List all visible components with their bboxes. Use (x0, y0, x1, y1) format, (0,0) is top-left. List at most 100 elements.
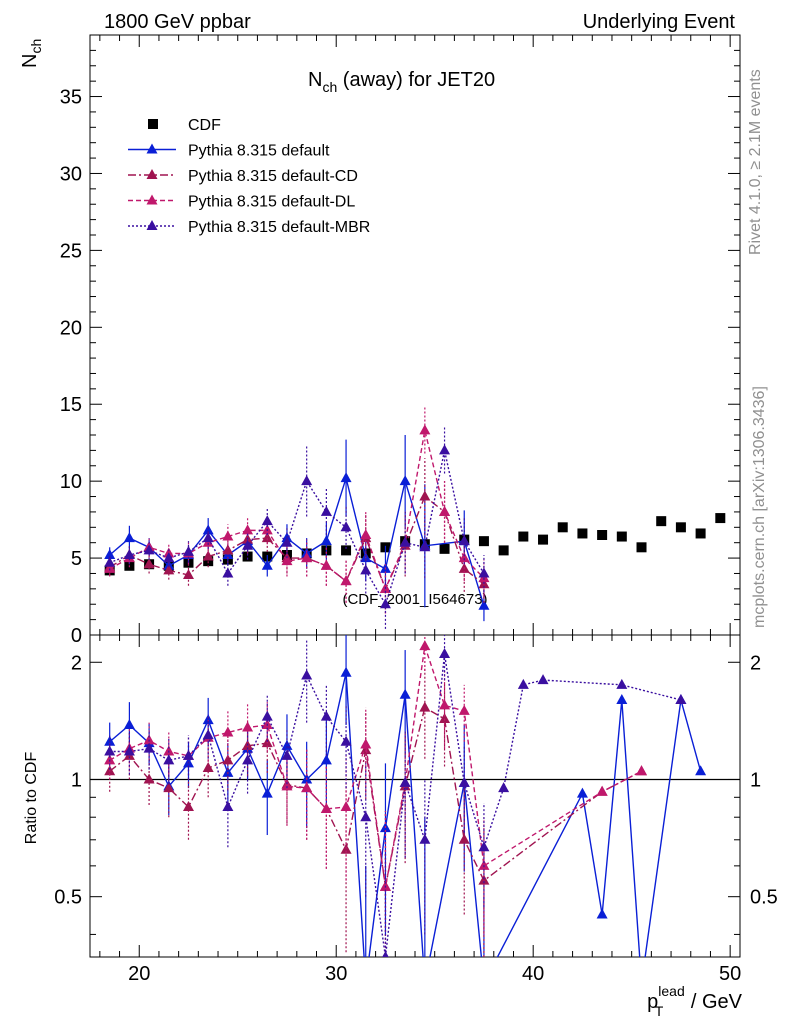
ratio-pythia-8-315-default-data-point (340, 666, 352, 677)
cdf-data-point (616, 531, 627, 542)
pythia-8-315-default-dl-data-point (439, 505, 451, 516)
ratio-pythia-8-315-default-cd-data-point (340, 843, 352, 854)
ratio-pythia-8-315-default-data-point (478, 977, 489, 987)
pythia-8-315-default-mbr-data-point (458, 535, 470, 546)
analysis-watermark: (CDF_2001_I564673) (342, 591, 487, 608)
ratio-pythia-8-315-default-mbr-data-point (419, 833, 431, 844)
pythia-8-315-default-data-point (261, 559, 273, 570)
ratio-pythia-8-315-default-dl-line (109, 645, 642, 887)
pythia-8-315-default-mbr-data-point (261, 515, 273, 526)
pythia-8-315-default-mbr-data-point (202, 532, 214, 543)
ratio-pythia-8-315-default-dl-data-point (104, 754, 116, 765)
ratio-pythia-8-315-default-mbr-data-point (281, 749, 293, 760)
ratio-pythia-8-315-default-mbr-data-point (399, 776, 411, 787)
x-tick-label: 30 (325, 963, 347, 985)
pythia-8-315-default-dl-data-point (242, 524, 254, 535)
header-right: Underlying Event (583, 11, 736, 33)
y-tick-label: 10 (60, 471, 82, 493)
cdf-data-point (498, 545, 509, 556)
legend: CDF Pythia 8.315 default Pythia 8.315 defa… (128, 117, 370, 236)
plot-title: Nch (away) for JET20 (308, 69, 495, 95)
cdf-data-point (715, 513, 726, 524)
ratio-pythia-8-315-default-cd-data-point (163, 782, 175, 793)
y-tick-label: 25 (60, 240, 82, 262)
ratio-pythia-8-315-default-dl-data-point (222, 726, 234, 737)
cdf-data-point (577, 528, 588, 539)
ratio-pythia-8-315-default-dl-data-point (301, 782, 313, 793)
pythia-8-315-default-mbr-data-point (320, 505, 332, 516)
legend-marker-triangle (146, 194, 158, 205)
ratio-pythia-8-315-default-cd-data-point (478, 874, 490, 885)
ratio-pythia-8-315-default-data-point (360, 977, 371, 987)
ratio-y-tick-label-right: 2 (750, 652, 761, 674)
pythia-8-315-default-dl-data-point (340, 575, 352, 586)
ratio-pythia-8-315-default-mbr-data-point (320, 710, 332, 721)
ratio-pythia-8-315-default-data-point (123, 719, 135, 730)
pythia-8-315-default-mbr-data-point (163, 552, 175, 563)
ratio-y-axis-label: Ratio to CDF (23, 752, 40, 845)
header-left: 1800 GeV ppbar (104, 11, 251, 33)
pythia-8-315-default-data-point (202, 524, 214, 535)
y-tick-label: 35 (60, 87, 82, 109)
cdf-data-point (518, 531, 529, 542)
ratio-y-tick-label: 1 (71, 769, 82, 791)
ratio-pythia-8-315-default-cd-data-point (458, 833, 470, 844)
pythia-8-315-default-dl-data-point (222, 530, 234, 541)
pythia-8-315-default-mbr-data-point (340, 521, 352, 532)
ratio-pythia-8-315-default-cd-line (109, 706, 642, 887)
cdf-data-point (242, 551, 253, 562)
ratio-pythia-8-315-default-data-point (281, 739, 293, 750)
ratio-pythia-8-315-default-mbr-data-point (182, 749, 194, 760)
side-label-rivet: Rivet 4.1.0, ≥ 2.1M events (747, 69, 764, 255)
ratio-pythia-8-315-default-cd-data-point (202, 762, 214, 773)
ratio-pythia-8-315-default-dl-data-point (419, 640, 431, 651)
ratio-pythia-8-315-default-mbr-data-point (340, 735, 352, 746)
pythia-8-315-default-data-point (123, 532, 135, 543)
pythia-8-315-default-mbr-data-point (281, 536, 293, 547)
cdf-data-point (203, 556, 214, 567)
x-axis-label: plead T / GeV (647, 983, 743, 1019)
pythia-8-315-default-data-point (478, 599, 490, 610)
ratio-plot-frame (89, 634, 741, 958)
legend-item: Pythia 8.315 default-CD (128, 168, 358, 185)
pythia-8-315-default-mbr-data-point (104, 556, 116, 567)
y-tick-label: 0 (71, 625, 82, 647)
ratio-pythia-8-315-default-mbr-data-point (439, 648, 451, 659)
pythia-8-315-default-data-point (340, 472, 352, 483)
pythia-8-315-default-dl-data-point (419, 424, 431, 435)
ratio-pythia-8-315-default-dl-series (104, 635, 648, 957)
ratio-pythia-8-315-default-mbr-data-point (458, 776, 470, 787)
ratio-pythia-8-315-default-mbr-line (109, 653, 682, 957)
legend-marker-triangle (146, 143, 158, 154)
ratio-pythia-8-315-default-data-point (419, 977, 430, 987)
ratio-pythia-8-315-default-mbr-data-point (675, 694, 687, 705)
ratio-pythia-8-315-default-mbr-data-point (360, 811, 372, 822)
ratio-pythia-8-315-default-dl-data-point (340, 800, 352, 811)
ratio-pythia-8-315-default-mbr-data-point (222, 800, 234, 811)
pythia-8-315-default-mbr-data-point (379, 598, 391, 609)
ratio-pythia-8-315-default-dl-data-point (281, 780, 293, 791)
pythia-8-315-default-cd-data-point (202, 550, 214, 561)
side-label-mcplots: mcplots.cern.ch [arXiv:1306.3436] (751, 386, 768, 628)
pythia-8-315-default-mbr-data-point (419, 541, 431, 552)
ratio-pythia-8-315-default-data-point (636, 977, 647, 987)
ratio-pythia-8-315-default-cd-data-point (439, 712, 451, 723)
ratio-y-tick-label-right: 0.5 (750, 887, 778, 909)
pythia-8-315-default-data-point (320, 535, 332, 546)
x-tick-label: 20 (128, 963, 150, 985)
ratio-pythia-8-315-default-mbr-data-point (301, 669, 313, 680)
pythia-8-315-default-dl-data-point (301, 552, 313, 563)
pythia-8-315-default-cd-data-point (163, 564, 175, 575)
y-axis-label: Nch (19, 39, 44, 68)
pythia-8-315-default-mbr-data-point (182, 545, 194, 556)
ratio-y-tick-label: 0.5 (54, 887, 82, 909)
cdf-data-point (439, 543, 450, 554)
ratio-pythia-8-315-default-mbr-data-point (517, 678, 529, 689)
ratio-pythia-8-315-default-dl-data-point (163, 745, 175, 756)
cdf-data-point (341, 545, 352, 556)
pythia-8-315-default-cd-data-point (261, 532, 273, 543)
pythia-8-315-default-mbr-data-point (439, 444, 451, 455)
pythia-8-315-default-dl-data-point (104, 562, 116, 573)
pythia-8-315-default-mbr-data-point (360, 564, 372, 575)
legend-label: Pythia 8.315 default-DL (188, 194, 355, 211)
